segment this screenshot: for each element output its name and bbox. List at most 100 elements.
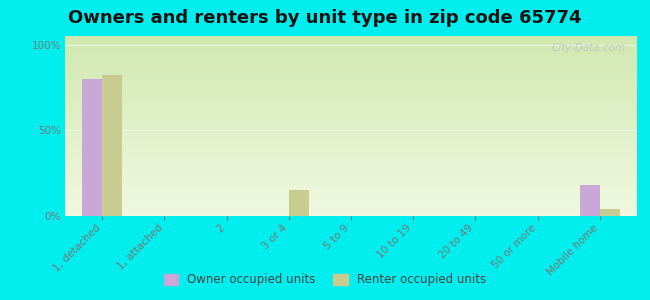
Bar <box>65 77 637 79</box>
Bar <box>65 149 637 151</box>
Bar <box>65 158 637 160</box>
Bar <box>65 151 637 153</box>
Bar <box>65 130 637 131</box>
Bar <box>65 101 637 103</box>
Bar <box>65 128 637 130</box>
Bar <box>65 167 637 169</box>
Bar <box>65 121 637 122</box>
Bar <box>65 135 637 137</box>
Bar <box>65 63 637 65</box>
Bar <box>65 133 637 135</box>
Bar <box>65 41 637 43</box>
Bar <box>65 146 637 148</box>
Bar <box>65 56 637 58</box>
Bar <box>102 75 122 216</box>
Bar <box>65 113 637 115</box>
Bar <box>65 94 637 95</box>
Bar <box>65 164 637 166</box>
Bar <box>65 209 637 211</box>
Bar <box>65 70 637 72</box>
Bar <box>65 108 637 110</box>
Bar <box>65 153 637 155</box>
Bar <box>65 85 637 86</box>
Bar <box>65 103 637 104</box>
Bar <box>65 47 637 49</box>
Bar <box>65 140 637 142</box>
Bar <box>65 81 637 83</box>
Bar <box>65 38 637 40</box>
Bar <box>65 175 637 176</box>
Bar <box>65 110 637 112</box>
Bar <box>65 95 637 97</box>
Bar <box>580 185 600 216</box>
Bar <box>65 191 637 193</box>
Bar <box>65 200 637 202</box>
Bar <box>65 76 637 77</box>
Bar <box>65 180 637 182</box>
Bar <box>65 160 637 162</box>
Bar <box>65 117 637 119</box>
Bar <box>65 119 637 121</box>
Bar <box>65 166 637 167</box>
Bar <box>65 148 637 149</box>
Bar <box>65 189 637 191</box>
Bar <box>65 202 637 203</box>
Bar <box>65 139 637 140</box>
Bar <box>65 126 637 128</box>
Bar <box>289 190 309 216</box>
Bar <box>65 112 637 113</box>
Bar <box>65 169 637 171</box>
Bar <box>65 184 637 185</box>
Bar <box>65 176 637 178</box>
Bar <box>65 131 637 133</box>
Bar <box>65 86 637 88</box>
Bar <box>65 211 637 212</box>
Bar <box>65 58 637 59</box>
Bar <box>65 196 637 198</box>
Bar <box>65 83 637 85</box>
Bar <box>65 74 637 76</box>
Bar <box>65 185 637 187</box>
Bar <box>65 72 637 74</box>
Bar <box>65 173 637 175</box>
Bar <box>65 99 637 101</box>
Bar <box>65 65 637 67</box>
Bar <box>65 97 637 99</box>
Bar <box>65 194 637 196</box>
Bar <box>65 88 637 90</box>
Bar <box>65 193 637 194</box>
Bar <box>65 122 637 124</box>
Bar <box>65 182 637 184</box>
Bar <box>65 171 637 173</box>
Bar <box>65 144 637 146</box>
Bar <box>65 115 637 117</box>
Bar <box>65 203 637 205</box>
Bar <box>65 104 637 106</box>
Bar <box>65 198 637 200</box>
Bar <box>65 187 637 189</box>
Bar <box>65 67 637 68</box>
Bar <box>65 40 637 41</box>
Bar <box>65 178 637 180</box>
Bar <box>65 36 637 38</box>
Bar <box>65 155 637 157</box>
Bar <box>65 79 637 81</box>
Bar <box>65 92 637 94</box>
Bar <box>65 90 637 92</box>
Bar <box>65 54 637 56</box>
Bar <box>65 59 637 61</box>
Text: City-Data.com: City-Data.com <box>551 43 625 53</box>
Bar <box>600 209 619 216</box>
Bar <box>65 124 637 126</box>
Bar <box>65 50 637 52</box>
Legend: Owner occupied units, Renter occupied units: Owner occupied units, Renter occupied un… <box>159 269 491 291</box>
Bar <box>65 68 637 70</box>
Bar <box>65 45 637 47</box>
Bar <box>83 79 102 216</box>
Bar <box>65 157 637 158</box>
Bar <box>65 43 637 45</box>
Bar <box>65 137 637 139</box>
Bar <box>65 212 637 214</box>
Bar <box>65 52 637 54</box>
Bar <box>65 106 637 108</box>
